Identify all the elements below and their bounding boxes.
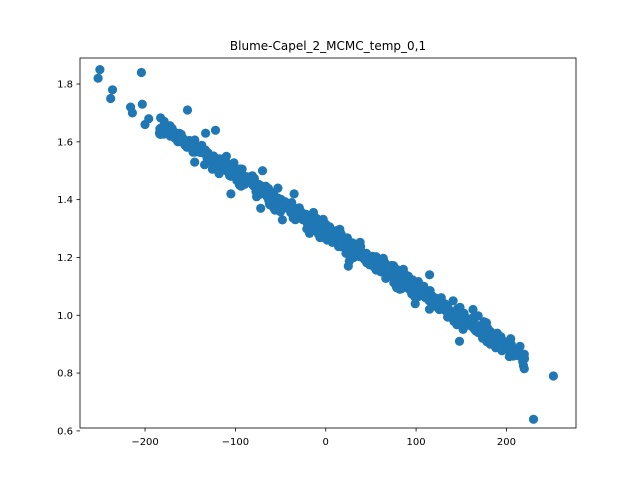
- x-axis: −200 −100 0 100 200: [131, 428, 516, 448]
- data-point: [327, 226, 337, 237]
- data-point: [391, 264, 401, 274]
- x-tick-label: 100: [407, 437, 426, 448]
- data-point: [528, 414, 539, 424]
- data-point: [452, 316, 462, 326]
- data-point: [127, 108, 137, 118]
- data-point: [427, 298, 437, 308]
- data-point: [183, 142, 193, 152]
- data-point: [548, 371, 559, 381]
- x-tick-label: 200: [497, 437, 516, 448]
- data-point: [210, 125, 221, 135]
- x-tick-label: −200: [131, 437, 158, 448]
- data-point: [176, 137, 186, 147]
- data-point: [214, 169, 224, 179]
- data-point: [107, 85, 118, 95]
- data-points: [93, 65, 559, 424]
- data-point: [236, 181, 246, 191]
- data-point: [448, 296, 458, 306]
- data-point: [144, 114, 154, 124]
- y-tick-label: 1.0: [57, 311, 73, 322]
- data-point: [366, 255, 376, 265]
- data-point: [436, 302, 446, 313]
- y-tick-label: 0.6: [57, 426, 73, 437]
- data-point: [167, 128, 177, 138]
- data-point: [93, 73, 103, 83]
- data-point: [231, 170, 241, 180]
- chart-title: Blume-Capel_2_MCMC_temp_0,1: [230, 39, 426, 53]
- y-tick-label: 1.6: [57, 137, 73, 148]
- data-point: [481, 325, 491, 335]
- data-point: [468, 304, 478, 315]
- x-tick-label: 0: [323, 437, 329, 448]
- data-point: [257, 166, 268, 176]
- data-point: [400, 277, 410, 287]
- data-point: [416, 281, 427, 291]
- data-point: [273, 183, 283, 193]
- data-point: [201, 128, 211, 138]
- data-point: [277, 215, 287, 225]
- data-point: [481, 318, 492, 328]
- y-tick-label: 0.8: [57, 369, 73, 380]
- data-point: [247, 179, 258, 189]
- data-point: [95, 65, 105, 75]
- data-point: [221, 151, 231, 161]
- y-tick-label: 1.4: [57, 195, 73, 206]
- data-point: [240, 171, 250, 181]
- data-point: [200, 160, 210, 170]
- data-point: [467, 313, 477, 323]
- data-point: [190, 157, 200, 167]
- y-tick-label: 1.8: [57, 80, 73, 91]
- data-point: [314, 217, 324, 227]
- data-point: [519, 364, 529, 374]
- data-point: [398, 264, 408, 274]
- data-point: [313, 229, 324, 239]
- data-point: [136, 67, 146, 78]
- data-point: [237, 164, 247, 174]
- data-point: [355, 249, 366, 259]
- data-point: [301, 209, 311, 219]
- data-point: [349, 252, 359, 263]
- data-point: [270, 205, 280, 215]
- plot-frame: [79, 57, 577, 429]
- data-point: [255, 180, 265, 190]
- data-point: [222, 166, 232, 176]
- data-point: [182, 105, 193, 115]
- data-point: [226, 189, 236, 199]
- data-point: [264, 199, 274, 209]
- data-point: [503, 342, 513, 352]
- data-point: [376, 267, 386, 277]
- data-point: [256, 203, 266, 213]
- data-point: [478, 333, 488, 343]
- data-point: [443, 302, 453, 312]
- data-point: [410, 299, 420, 309]
- data-point: [106, 93, 116, 104]
- data-point: [495, 341, 506, 351]
- data-point: [337, 241, 347, 251]
- data-point: [280, 198, 290, 208]
- data-point: [345, 239, 355, 249]
- data-point: [425, 270, 435, 280]
- data-point: [451, 307, 462, 317]
- data-point: [289, 189, 299, 199]
- y-axis: 0.6 0.8 1.0 1.2 1.4 1.6 1.8: [57, 80, 80, 437]
- data-point: [519, 354, 530, 364]
- data-point: [252, 192, 262, 202]
- data-point: [197, 147, 207, 158]
- data-point: [454, 336, 465, 346]
- data-point: [293, 207, 303, 218]
- data-point: [302, 224, 312, 234]
- data-point: [137, 99, 147, 109]
- data-point: [395, 284, 405, 294]
- y-tick-label: 1.2: [57, 253, 73, 264]
- data-point: [343, 261, 353, 271]
- x-tick-label: −100: [222, 437, 249, 448]
